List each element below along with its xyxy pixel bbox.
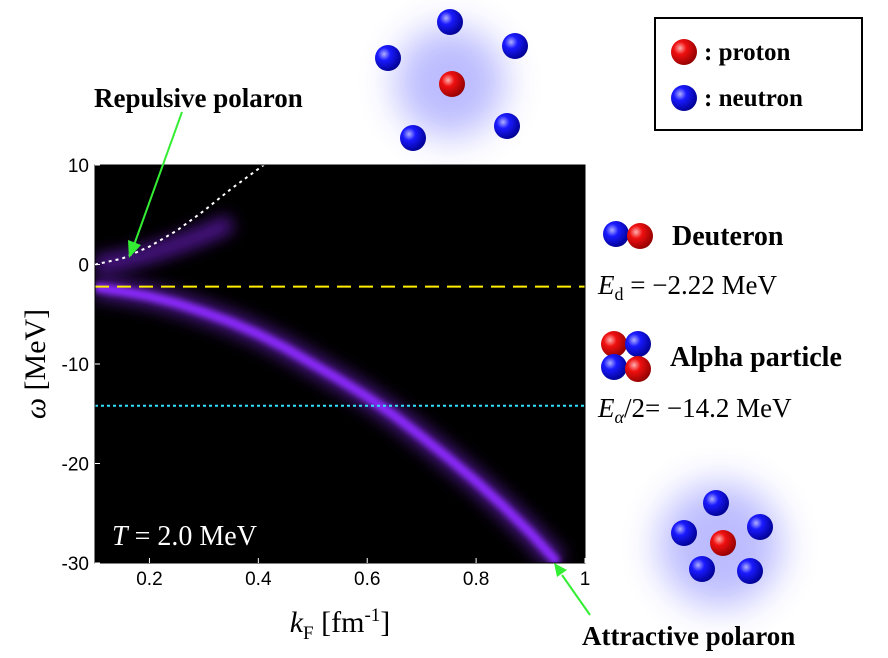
y-tick-label: -20 bbox=[62, 455, 89, 476]
annotation: Eα/2= −14.2 MeV bbox=[597, 393, 792, 427]
x-tick-label: 0.2 bbox=[136, 569, 162, 590]
annotation: Attractive polaron bbox=[582, 621, 795, 651]
x-tick-label: 1 bbox=[580, 569, 591, 590]
annotation: T = 2.0 MeV bbox=[112, 521, 257, 552]
figure: 0.2 0.4 0.6 0.8 1 10 0 -10 -20 -30 : proton : neu… bbox=[0, 0, 888, 658]
legend-label: : neutron bbox=[704, 85, 803, 112]
x-tick-label: 0.6 bbox=[354, 569, 380, 590]
annotation: Deuteron bbox=[672, 221, 784, 252]
x-axis-label: kF [fm-1] bbox=[290, 605, 391, 644]
y-axis-label: ω [MeV] bbox=[19, 309, 52, 419]
legend: : proton : neutron bbox=[655, 18, 862, 130]
y-tick-label: -10 bbox=[62, 355, 89, 376]
x-tick-label: 0.4 bbox=[245, 569, 272, 590]
y-tick-label: -30 bbox=[62, 554, 89, 575]
x-tick-label: 0.8 bbox=[463, 569, 489, 590]
alpha-icon bbox=[601, 331, 651, 382]
annotation: Repulsive polaron bbox=[94, 83, 303, 113]
y-tick-label: 0 bbox=[78, 256, 89, 277]
nucleus-icon bbox=[658, 483, 782, 607]
annotation: Ed = −2.22 MeV bbox=[597, 270, 777, 304]
annotation: Alpha particle bbox=[670, 342, 842, 373]
deuteron-icon bbox=[603, 221, 653, 249]
y-tick-label: 10 bbox=[68, 156, 89, 177]
legend-label: : proton bbox=[704, 39, 790, 66]
nucleus-icon bbox=[375, 9, 528, 151]
